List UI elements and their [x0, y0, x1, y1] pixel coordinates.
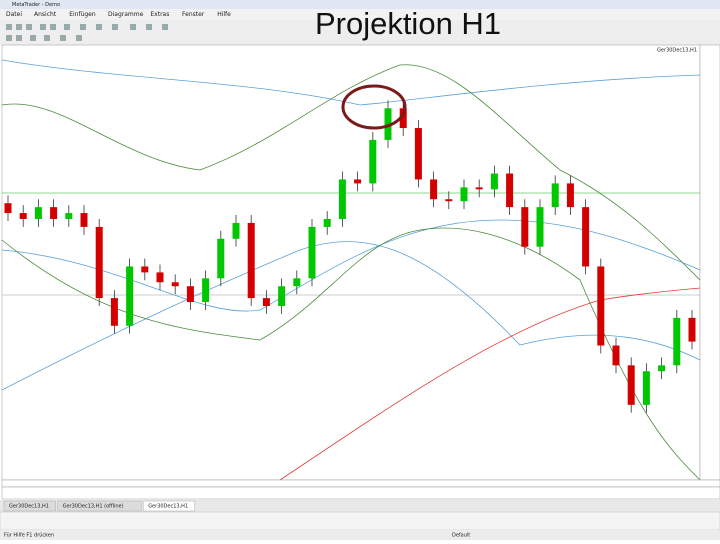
candle-body	[430, 179, 438, 200]
candle-body	[293, 278, 301, 287]
candle-body	[688, 317, 696, 342]
price-axis	[699, 44, 720, 481]
menu-item[interactable]: Diagramme	[108, 11, 144, 18]
tabs: Ger30Dec13,H1 Ger30Dec13,H1 (offline) Ger3…	[3, 500, 196, 512]
candle-body	[445, 199, 453, 202]
candle-body	[384, 108, 392, 140]
candle-body	[582, 207, 590, 267]
menu-item[interactable]: Extras	[150, 11, 169, 18]
tab-label[interactable]: Ger30Dec13,H1	[9, 504, 49, 510]
tab-label[interactable]: Ger30Dec13,H1 (offline)	[63, 504, 124, 510]
candle-body	[217, 238, 225, 279]
candle-body	[80, 213, 88, 227]
candle-body	[658, 365, 666, 372]
tab[interactable]	[3, 500, 56, 512]
candle-body	[506, 173, 514, 208]
candle-body	[490, 173, 498, 190]
candle-body	[627, 365, 635, 405]
symbol-label: Ger30Dec13,H1	[657, 48, 697, 54]
candle-body	[460, 187, 468, 202]
candle-body	[19, 213, 27, 219]
candle-body	[65, 213, 73, 219]
candle-body	[278, 286, 286, 306]
menu-item[interactable]: Ansicht	[34, 11, 57, 18]
candle-body	[247, 222, 255, 299]
candle-body	[338, 179, 346, 219]
status-help: Für Hilfe F1 drücken	[4, 533, 54, 539]
overlay-title: Projektion H1	[315, 6, 501, 41]
time-axis	[1, 479, 720, 488]
candle-body	[551, 183, 559, 208]
candle-body	[308, 226, 316, 279]
candle-body	[673, 317, 681, 366]
candle-body	[126, 266, 134, 326]
candle-body	[475, 187, 483, 190]
candle-body	[414, 128, 422, 180]
terminal-panel	[0, 511, 720, 531]
candle-body	[262, 298, 270, 306]
chart-area	[1, 44, 701, 481]
candle-body	[536, 207, 544, 247]
candle-body	[369, 139, 377, 184]
candle-body	[34, 207, 42, 219]
menu-item[interactable]: Einfügen	[69, 11, 96, 18]
candle-body	[186, 286, 194, 303]
candle-body	[521, 207, 529, 247]
candle-body	[50, 207, 58, 219]
status-profile: Default	[452, 533, 470, 539]
toolbar	[0, 20, 720, 45]
candle-body	[110, 298, 118, 326]
title-bar	[0, 0, 720, 9]
candle-body	[399, 108, 407, 129]
candle-body	[95, 226, 103, 299]
candle-body	[323, 219, 331, 227]
menu-bar	[0, 9, 720, 20]
menu: Datei Ansicht Einfügen Diagramme Extras Fenst…	[6, 11, 231, 18]
indicator-window	[1, 486, 720, 500]
window-title: MetaTrader - Demo	[12, 2, 60, 8]
tab-label[interactable]: Ger30Dec13,H1	[148, 504, 188, 510]
candles	[4, 100, 696, 413]
menu-item[interactable]: Datei	[6, 11, 22, 18]
candle-body	[171, 282, 179, 287]
menu-item[interactable]: Fenster	[182, 11, 205, 18]
candle-body	[354, 179, 362, 184]
highlight-circle	[341, 84, 407, 130]
status-bar	[0, 530, 720, 540]
candle-body	[642, 371, 650, 405]
menu-item[interactable]: Hilfe	[217, 11, 231, 18]
candle-body	[597, 266, 605, 346]
candle-body	[141, 266, 149, 273]
candle-body	[202, 278, 210, 303]
candle-body	[4, 203, 12, 214]
candle-body	[232, 222, 240, 239]
tab[interactable]	[57, 500, 142, 512]
candle-body	[612, 345, 620, 366]
toolbar-icons	[6, 24, 168, 41]
candle-body	[566, 183, 574, 208]
tab[interactable]	[142, 500, 196, 512]
candle-body	[156, 272, 164, 283]
